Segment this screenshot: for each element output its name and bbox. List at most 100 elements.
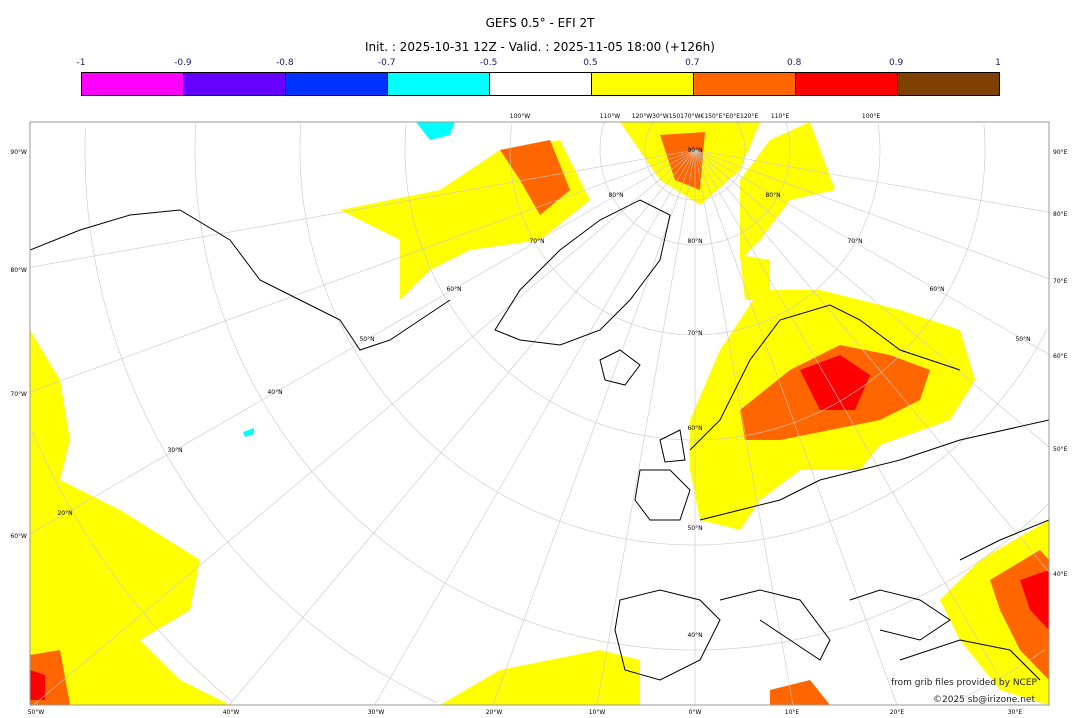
latitude-label: 50°N	[359, 336, 374, 343]
latitude-line	[644, 122, 746, 201]
longitude-line	[374, 149, 696, 705]
left-axis-label: 80°W	[10, 267, 27, 274]
colorbar-segment	[388, 73, 490, 95]
efi-anomaly-fields	[30, 122, 1049, 705]
longitude-line	[33, 149, 696, 705]
right-axis-label: 60°E	[1053, 353, 1068, 360]
map-title: GEFS 0.5° - EFI 2T	[485, 16, 595, 30]
longitude-line	[694, 149, 1049, 448]
left-axis-label: 70°W	[10, 391, 27, 398]
efi-orange-south	[770, 680, 830, 705]
latitude-label: 20°N	[57, 510, 72, 517]
data-credit: from grib files provided by NCEP	[891, 678, 1038, 688]
bottom-axis-label: 50°W	[28, 709, 45, 716]
bottom-axis-label: 40°W	[223, 709, 240, 716]
longitude-line	[694, 149, 1049, 213]
efi-cyan-small	[243, 428, 254, 437]
colorbar-segment	[796, 73, 898, 95]
colorbar-segment	[898, 73, 999, 95]
latitude-line	[509, 124, 881, 336]
latitude-label: 60°N	[687, 425, 702, 432]
efi-orange-greenland	[500, 140, 570, 215]
right-axis-label: 80°E	[1053, 211, 1068, 218]
latitude-label: 80°N	[608, 192, 623, 199]
longitude-line	[30, 149, 696, 268]
longitude-line	[694, 149, 1049, 355]
efi-red-east	[1020, 570, 1049, 630]
map-frame	[29, 121, 1050, 706]
latitude-label: 30°N	[167, 447, 182, 454]
colorbar-tick-label: 0.5	[583, 58, 598, 68]
colorbar-tick-label: -0.8	[275, 58, 294, 68]
latitude-label: 50°N	[687, 525, 702, 532]
map-subtitle: Init. : 2025-10-31 12Z - Valid. : 2025-1…	[365, 40, 715, 54]
axis-labels: 90°W 80°W 70°W 60°W 90°E 80°E 70°E 60°E 50°E 40°E…	[10, 113, 1067, 716]
copyright: ©2025 sb@irizone.net	[933, 695, 1035, 705]
colorbar-tick-label: -0.7	[377, 58, 396, 68]
right-axis-label: 40°E	[1053, 571, 1068, 578]
right-axis-label: 50°E	[1053, 446, 1068, 453]
latitude-label: 80°N	[687, 238, 702, 245]
bottom-axis-label: 0°W	[689, 709, 702, 716]
longitude-line	[492, 149, 696, 705]
latitude-label: 90°N	[687, 147, 702, 154]
latitude-label: 50°N	[1015, 336, 1030, 343]
longitude-line	[30, 149, 696, 393]
right-axis-label: 70°E	[1053, 278, 1068, 285]
latitude-label: 70°N	[847, 238, 862, 245]
colorbar-tick-label: 0.7	[685, 58, 700, 68]
colorbar-segment	[694, 73, 796, 95]
latitude-label: 40°N	[267, 389, 282, 396]
latitude-label: 60°N	[446, 286, 461, 293]
latitude-line	[194, 123, 1049, 651]
efi-red-finland	[800, 355, 870, 410]
colorbar-tick-label: 1	[995, 58, 1001, 68]
colorbar-segment	[184, 73, 286, 95]
top-axis-label: 100°W	[510, 113, 530, 120]
colorbar	[81, 72, 1000, 96]
latitude-line	[599, 122, 791, 246]
bottom-axis-label: 20°W	[486, 709, 503, 716]
efi-yellow-narrow	[740, 255, 770, 300]
efi-red-sw	[30, 670, 45, 700]
colorbar-tick-label: 0.8	[787, 58, 802, 68]
efi-yellow-atlantic-south	[440, 650, 640, 705]
longitude-line	[596, 149, 696, 705]
bottom-axis-label: 10°W	[589, 709, 606, 716]
latitude-line	[404, 124, 986, 441]
colorbar-tick-label: -0.5	[479, 58, 498, 68]
longitude-line	[229, 149, 696, 705]
bottom-axis-label: 10°E	[785, 709, 800, 716]
top-axis-label: 120°W30°W150170°W€150°E°E0°E120°E	[632, 113, 759, 120]
efi-yellow-siberia	[740, 122, 835, 260]
latitude-line	[299, 122, 1048, 546]
right-axis-label: 90°E	[1053, 149, 1068, 156]
longitude-line	[694, 149, 1049, 573]
top-axis-label: 110°E	[771, 113, 789, 120]
efi-orange-pole	[660, 132, 705, 190]
left-axis-label: 60°W	[10, 533, 27, 540]
efi-cyan-north	[416, 122, 455, 140]
colorbar-segment	[82, 73, 184, 95]
latitude-label: 40°N	[687, 632, 702, 639]
colorbar-tick-label: -1	[76, 58, 86, 68]
efi-yellow-atlantic-west	[30, 330, 230, 705]
top-axis-label: 100°E	[862, 113, 880, 120]
bottom-axis-label: 30°W	[368, 709, 385, 716]
longitude-line	[30, 149, 696, 535]
colorbar-segment	[592, 73, 694, 95]
longitude-line	[694, 149, 794, 705]
latitude-label: 80°N	[765, 192, 780, 199]
latitude-line	[31, 431, 233, 702]
latitude-label: 60°N	[929, 286, 944, 293]
latitude-label: 70°N	[529, 238, 544, 245]
bottom-axis-label: 30°E	[1008, 709, 1023, 716]
coastlines	[30, 199, 1049, 681]
colorbar-tick-label: -0.9	[174, 58, 192, 68]
longitude-line	[694, 149, 1049, 280]
bottom-axis-label: 20°E	[890, 709, 905, 716]
colorbar-segment	[286, 73, 388, 95]
top-axis-label: 110°W	[600, 113, 620, 120]
